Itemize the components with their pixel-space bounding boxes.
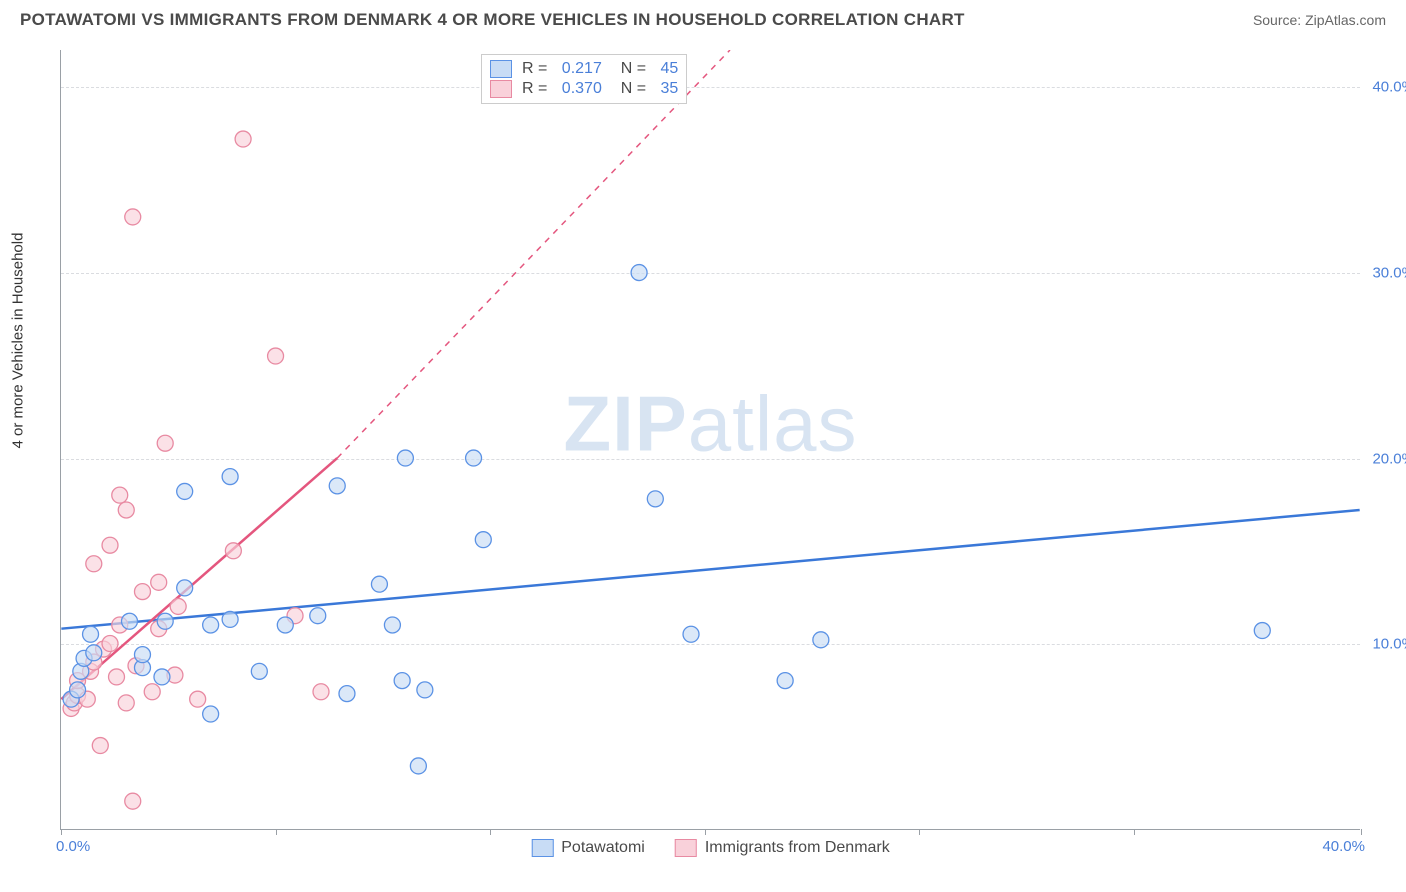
stats-swatch-blue <box>490 60 512 78</box>
x-axis-end-label: 40.0% <box>1322 838 1365 855</box>
y-tick-label: 30.0% <box>1372 264 1406 281</box>
legend-swatch-blue <box>531 839 553 857</box>
stats-n-value-2: 35 <box>661 80 679 98</box>
source-label: Source: ZipAtlas.com <box>1253 12 1386 28</box>
scatter-plot-svg <box>61 50 1360 829</box>
x-tick <box>490 829 491 835</box>
x-tick <box>276 829 277 835</box>
stats-r-value-1: 0.217 <box>562 60 602 78</box>
stats-row-series1: R = 0.217 N = 45 <box>490 59 678 79</box>
legend-item-denmark: Immigrants from Denmark <box>675 839 890 857</box>
stats-box: R = 0.217 N = 45 R = 0.370 N = 35 <box>481 54 687 104</box>
y-tick-label: 40.0% <box>1372 79 1406 96</box>
stats-swatch-pink <box>490 80 512 98</box>
x-tick <box>705 829 706 835</box>
stats-r-value-2: 0.370 <box>562 80 602 98</box>
x-tick <box>1361 829 1362 835</box>
legend-label-1: Potawatomi <box>561 839 645 857</box>
y-axis-label: 4 or more Vehicles in Household <box>10 233 27 449</box>
y-tick-label: 10.0% <box>1372 636 1406 653</box>
legend-swatch-pink <box>675 839 697 857</box>
legend-label-2: Immigrants from Denmark <box>705 839 890 857</box>
chart-title: POTAWATOMI VS IMMIGRANTS FROM DENMARK 4 … <box>20 10 965 30</box>
x-tick <box>1134 829 1135 835</box>
stats-n-value-1: 45 <box>661 60 679 78</box>
x-axis-start-label: 0.0% <box>56 838 90 855</box>
y-tick-label: 20.0% <box>1372 450 1406 467</box>
legend-item-potawatomi: Potawatomi <box>531 839 645 857</box>
stats-row-series2: R = 0.370 N = 35 <box>490 79 678 99</box>
x-tick <box>919 829 920 835</box>
x-tick <box>61 829 62 835</box>
chart-plot-area: ZIPatlas 10.0%20.0%30.0%40.0% R = 0.217 … <box>60 50 1360 830</box>
legend: Potawatomi Immigrants from Denmark <box>531 839 890 857</box>
